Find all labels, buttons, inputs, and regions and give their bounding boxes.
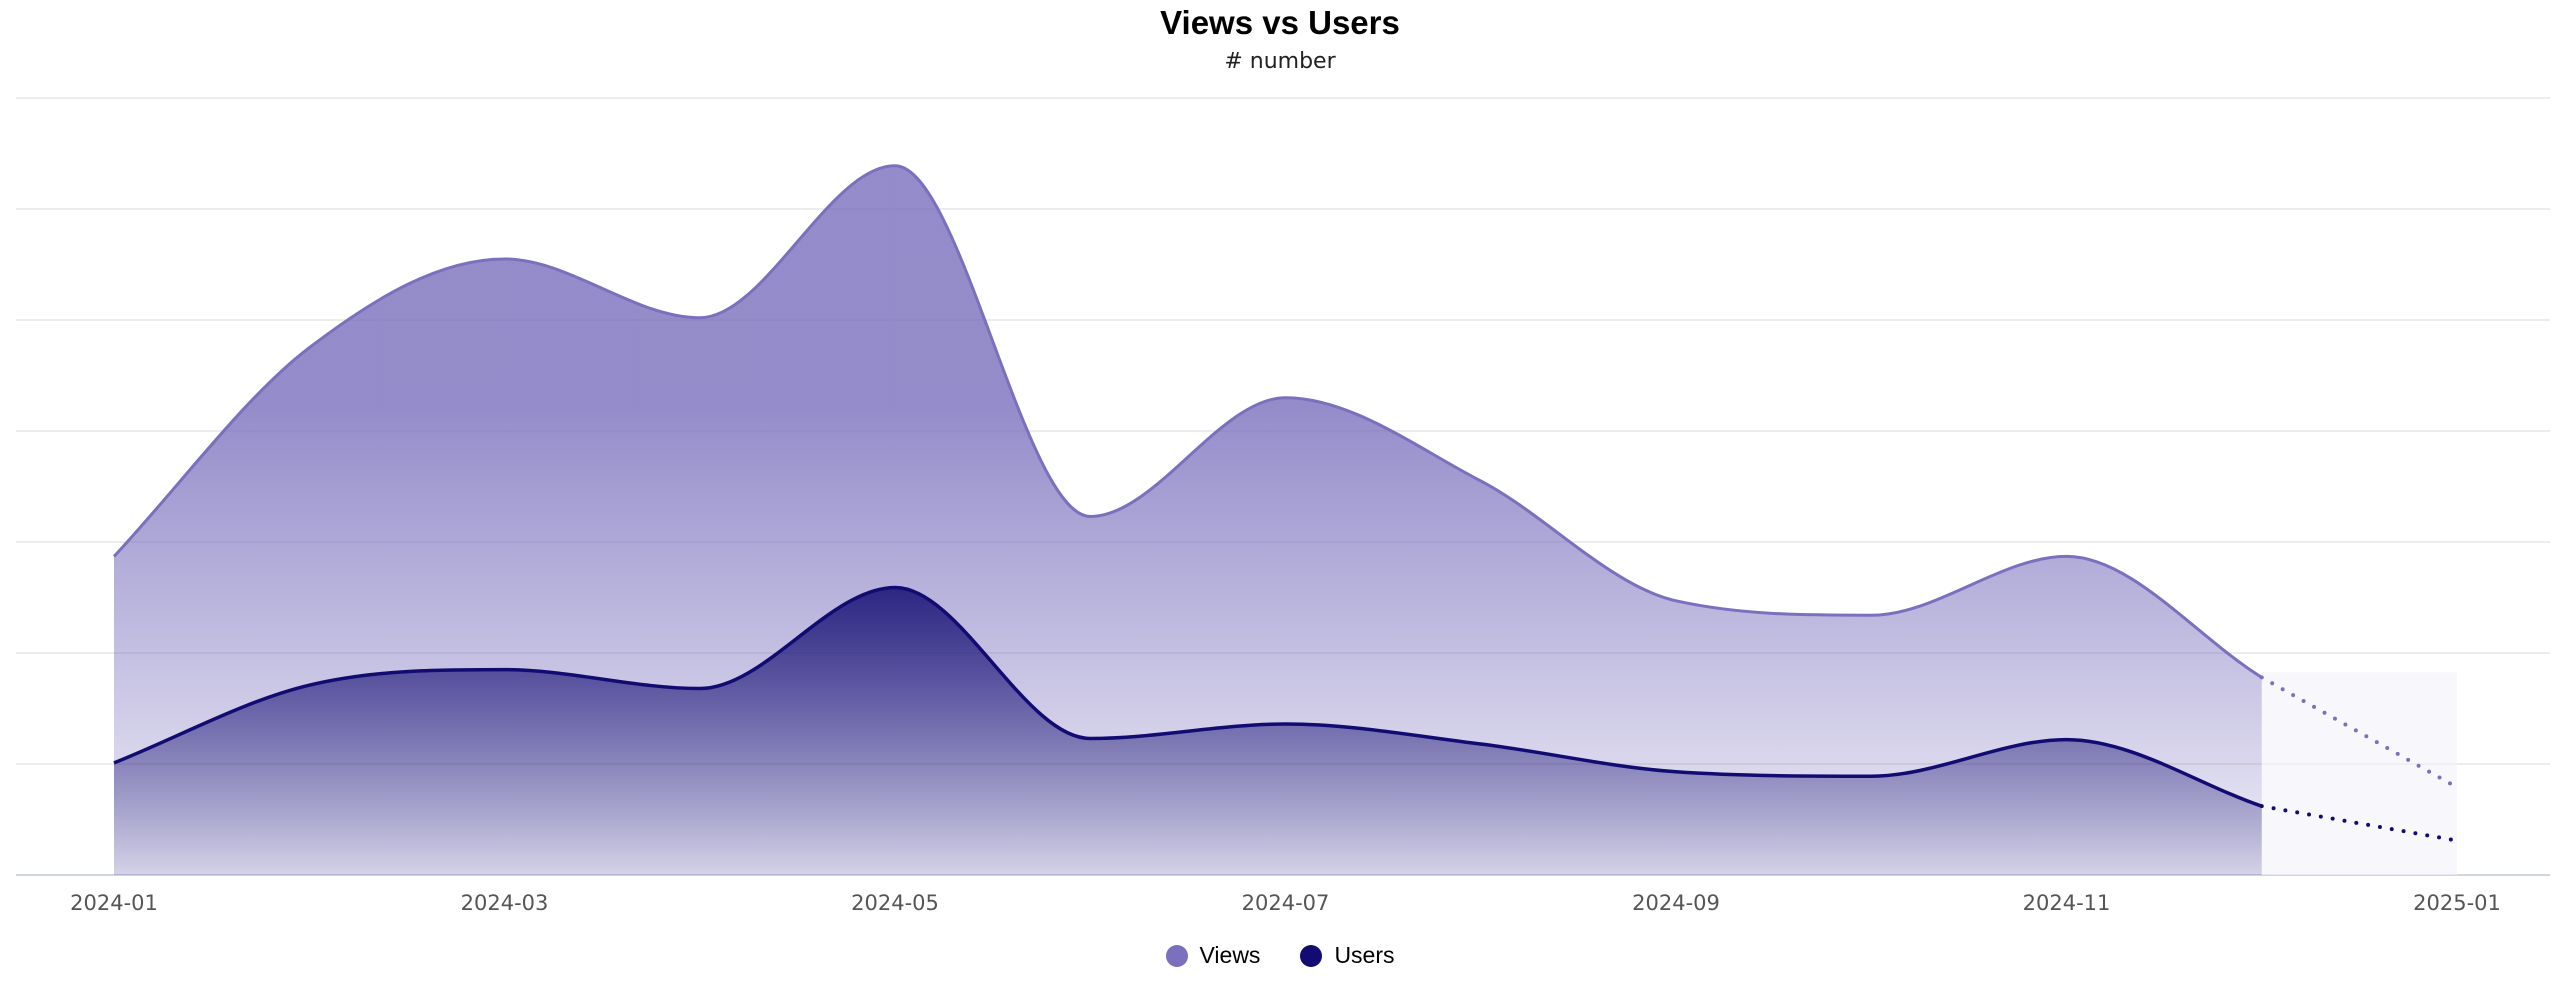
- x-tick-label: 2024-05: [851, 891, 939, 915]
- line-users: [113, 585, 2263, 808]
- chart-title: Views vs Users: [1160, 4, 1400, 41]
- legend: Views Users: [0, 942, 2560, 969]
- legend-swatch-users: [1300, 944, 1323, 967]
- forecast-zone: [2261, 672, 2457, 875]
- legend-item-views[interactable]: Views: [1165, 942, 1261, 969]
- x-tick-label: 2024-01: [70, 891, 158, 915]
- line-views: [112, 164, 2263, 679]
- x-tick-label: 2024-11: [2023, 891, 2111, 915]
- legend-label-views: Views: [1199, 942, 1261, 968]
- forecast-line-views: [2259, 675, 2459, 790]
- x-tick-label: 2024-07: [1242, 891, 1330, 915]
- legend-swatch-views: [1165, 944, 1188, 967]
- legend-label-users: Users: [1334, 942, 1395, 968]
- x-tick-label: 2025-01: [2413, 891, 2501, 915]
- x-tick-label: 2024-09: [1632, 891, 1720, 915]
- x-tick-label: 2024-03: [461, 891, 549, 915]
- chart-subtitle: # number: [1224, 49, 1336, 74]
- legend-item-users[interactable]: Users: [1300, 942, 1395, 969]
